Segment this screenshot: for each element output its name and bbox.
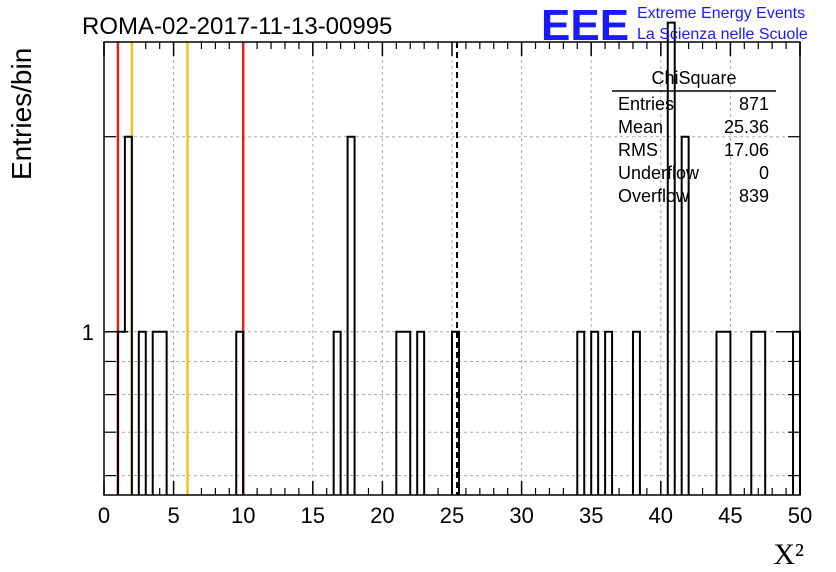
x-tick-label: 15 bbox=[301, 503, 325, 528]
x-tick-label: 45 bbox=[718, 503, 742, 528]
x-tick-label: 50 bbox=[788, 503, 812, 528]
logo-line-2: La Scienza nelle Scuole bbox=[637, 26, 808, 43]
logo-mark: EEE bbox=[541, 1, 629, 50]
stats-label: Overflow bbox=[618, 186, 690, 206]
stats-title: ChiSquare bbox=[651, 68, 736, 88]
y-axis-label: Entries/bin bbox=[6, 48, 37, 180]
logo-line-1: Extreme Energy Events bbox=[637, 5, 805, 22]
x-tick-label: 35 bbox=[579, 503, 603, 528]
y-tick-labels: 1 bbox=[82, 320, 94, 345]
stats-value: 839 bbox=[739, 186, 769, 206]
x-axis-label: X² bbox=[773, 538, 804, 571]
stats-label: Entries bbox=[618, 94, 674, 114]
x-tick-label: 5 bbox=[167, 503, 179, 528]
stats-value: 871 bbox=[739, 94, 769, 114]
x-tick-label: 10 bbox=[231, 503, 255, 528]
x-tick-label: 40 bbox=[649, 503, 673, 528]
y-tick-label: 1 bbox=[82, 320, 94, 345]
stats-value: 17.06 bbox=[724, 140, 769, 160]
stats-label: Underflow bbox=[618, 163, 700, 183]
x-tick-label: 25 bbox=[440, 503, 464, 528]
stats-label: RMS bbox=[618, 140, 658, 160]
stats-rows: Entries 871 Mean 25.36 RMS 17.06 Underflow 0 Ove… bbox=[618, 94, 769, 206]
stats-box: ChiSquare Entries 871 Mean 25.36 RMS 17.06 Und… bbox=[612, 68, 776, 206]
x-tick-label: 0 bbox=[98, 503, 110, 528]
x-tick-label: 20 bbox=[370, 503, 394, 528]
chart-title: ROMA-02-2017-11-13-00995 bbox=[82, 13, 392, 40]
eee-logo: EEE Extreme Energy Events La Scienza nel… bbox=[541, 1, 808, 50]
x-tick-label: 30 bbox=[509, 503, 533, 528]
stats-value: 0 bbox=[759, 163, 769, 183]
stats-label: Mean bbox=[618, 117, 663, 137]
x-tick-labels: 0 5 10 15 20 25 30 35 40 45 50 bbox=[98, 503, 812, 528]
stats-value: 25.36 bbox=[724, 117, 769, 137]
histogram-outline bbox=[116, 21, 801, 495]
plot-frame bbox=[103, 41, 801, 496]
reference-lines bbox=[116, 42, 459, 495]
